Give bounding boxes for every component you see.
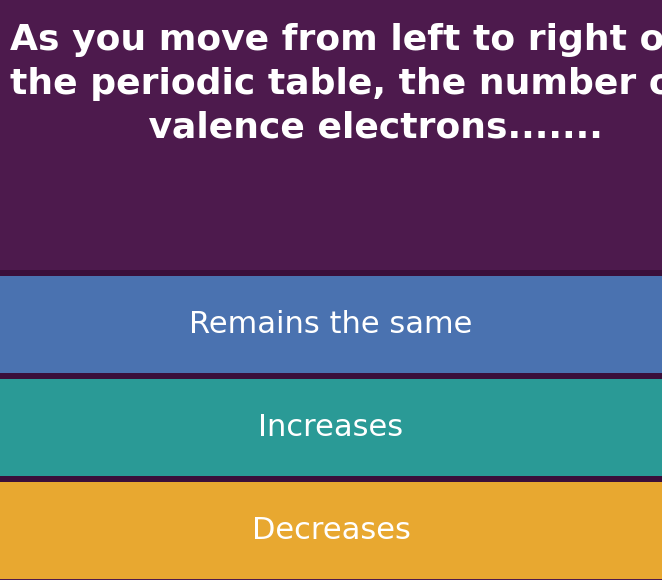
Text: Remains the same: Remains the same (189, 310, 473, 339)
Text: As you move from left to right on
the periodic table, the number of
    valence : As you move from left to right on the pe… (10, 23, 662, 144)
Bar (0, 276, 662, 373)
Bar (0, 379, 662, 476)
Bar (0, 476, 662, 482)
Text: Decreases: Decreases (252, 516, 410, 545)
Bar (0, 482, 662, 579)
Text: Increases: Increases (258, 413, 404, 442)
Bar (0, 270, 662, 276)
Bar (0, 373, 662, 379)
